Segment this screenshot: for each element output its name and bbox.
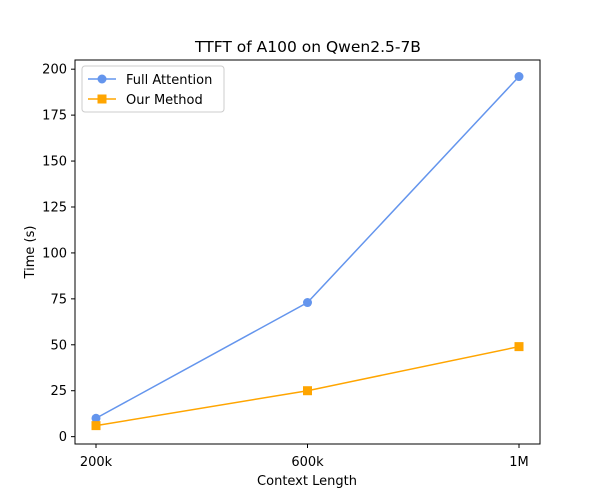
series-line-our-method bbox=[95, 345, 520, 427]
x-tick-label-1M: 1M bbox=[509, 455, 529, 470]
x-axis-title: Context Length bbox=[257, 474, 357, 489]
data-point-full-attention-600k bbox=[303, 298, 312, 308]
legend-frame bbox=[81, 65, 225, 113]
y-tick-label-150: 150 bbox=[42, 155, 67, 170]
legend-label-our-method: Our Method bbox=[126, 93, 203, 108]
legend-marker-full-attention bbox=[97, 74, 107, 84]
data-point-our-method-1M bbox=[514, 342, 524, 352]
data-point-our-method-600k bbox=[303, 386, 312, 396]
y-tick-label-100: 100 bbox=[42, 246, 67, 261]
chart-title: TTFT of A100 on Qwen2.5-7B bbox=[194, 38, 421, 56]
legend: Full Attention Our Method bbox=[81, 65, 225, 113]
y-tick-label-25: 25 bbox=[50, 384, 67, 399]
x-axis: 200k 600k 1M bbox=[80, 444, 529, 470]
series-our-method bbox=[91, 342, 524, 431]
y-axis: 0 25 50 75 100 125 150 175 200 bbox=[42, 63, 75, 445]
series-layer bbox=[91, 72, 524, 431]
legend-label-full-attention: Full Attention bbox=[126, 73, 212, 88]
y-tick-label-125: 125 bbox=[42, 200, 67, 215]
series-line-full-attention bbox=[95, 76, 520, 419]
legend-marker-our-method bbox=[97, 94, 107, 104]
x-tick-label-600k: 600k bbox=[291, 455, 324, 470]
y-tick-label-75: 75 bbox=[50, 292, 67, 307]
y-tick-label-200: 200 bbox=[42, 63, 67, 78]
data-point-full-attention-1M bbox=[514, 72, 524, 82]
y-axis-title: Time (s) bbox=[23, 226, 38, 280]
y-tick-label-0: 0 bbox=[59, 430, 67, 445]
series-full-attention bbox=[91, 72, 524, 423]
data-point-our-method-200k bbox=[91, 421, 101, 431]
x-tick-label-200k: 200k bbox=[80, 455, 113, 470]
y-tick-label-175: 175 bbox=[42, 109, 67, 124]
data-point-full-attention-200k bbox=[91, 413, 101, 423]
y-tick-label-50: 50 bbox=[50, 338, 67, 353]
